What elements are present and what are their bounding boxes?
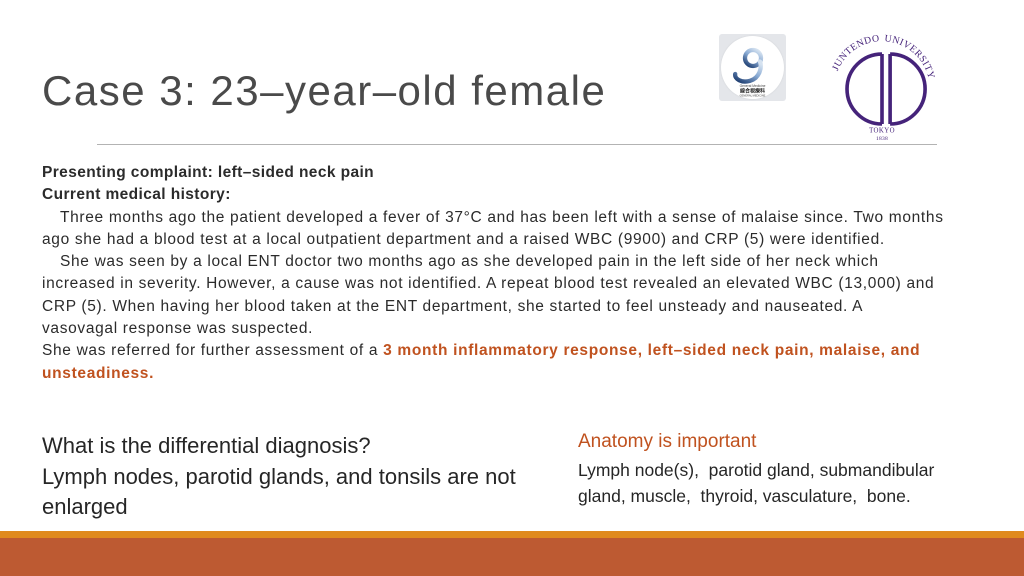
- svg-text:1838: 1838: [876, 136, 888, 142]
- svg-text:GENERAL MEDICINE: GENERAL MEDICINE: [740, 93, 766, 97]
- svg-text:線合視療科: 線合視療科: [740, 87, 765, 94]
- svg-text:TOKYO: TOKYO: [869, 128, 895, 135]
